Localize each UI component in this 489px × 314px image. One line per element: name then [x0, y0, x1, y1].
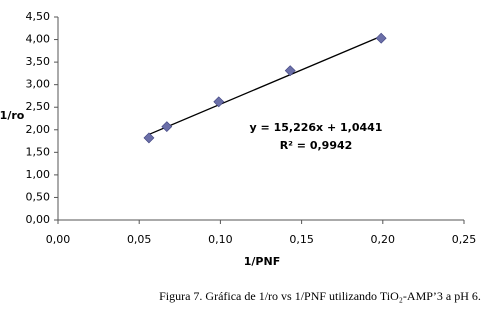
- point: [213, 96, 225, 108]
- y-tick-label: 2,50: [26, 100, 51, 113]
- x-tick-label: 0,00: [46, 233, 71, 246]
- y-tick-label: 4,00: [26, 33, 51, 46]
- trendline: [148, 35, 382, 136]
- y-tick-label: 3,50: [26, 55, 51, 68]
- x-tick-label: 0,05: [127, 233, 152, 246]
- point: [143, 132, 155, 144]
- trendline-equation: y = 15,226x + 1,0441: [250, 121, 383, 134]
- x-tick-label: 0,25: [452, 233, 477, 246]
- y-tick-label: 1,00: [26, 168, 51, 181]
- x-axis-label: 1/PNF: [244, 255, 280, 268]
- y-tick-label: 2,00: [26, 123, 51, 136]
- y-tick-label: 0,50: [26, 190, 51, 203]
- point: [161, 121, 173, 133]
- y-axis-label: 1/ro: [0, 109, 25, 122]
- y-tick-label: 1,50: [26, 145, 51, 158]
- x-tick-label: 0,10: [208, 233, 233, 246]
- y-tick-label: 3,00: [26, 78, 51, 91]
- caption: Figura 7. Gráfica de 1/ro vs 1/PNF utili…: [159, 289, 481, 303]
- x-tick-label: 0,15: [289, 233, 314, 246]
- y-tick-label: 0,00: [26, 213, 51, 226]
- x-tick-label: 0,20: [371, 233, 396, 246]
- r-squared: R² = 0,9942: [280, 139, 353, 152]
- point: [284, 65, 296, 77]
- y-tick-label: 4,50: [26, 10, 51, 23]
- point: [375, 32, 387, 44]
